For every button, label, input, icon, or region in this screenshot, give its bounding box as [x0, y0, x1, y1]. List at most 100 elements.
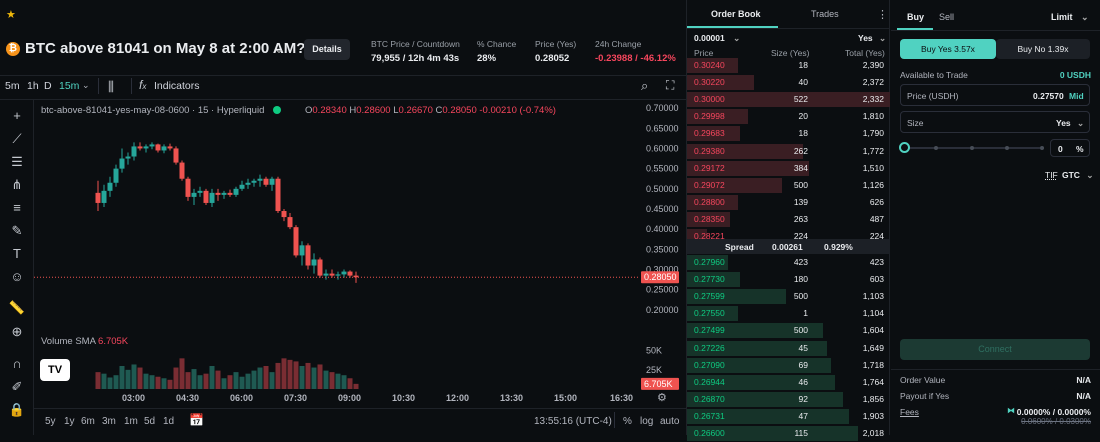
bid-row[interactable]: 0.27730 180 603	[687, 271, 890, 288]
fullscreen-icon[interactable]: ⛶	[666, 78, 675, 92]
size-unit-select[interactable]: Yes ⌄	[1056, 118, 1084, 129]
bid-row[interactable]: 0.26870 92 1,856	[687, 391, 890, 408]
chart-clock[interactable]: 13:55:16 (UTC-4)	[534, 416, 612, 427]
tab-trades[interactable]: Trades	[811, 9, 839, 19]
ask-row[interactable]: 0.29998 20 1,810	[687, 108, 890, 125]
volume-bar	[215, 370, 221, 389]
ask-row[interactable]: 0.29172 384 1,510	[687, 160, 890, 177]
range-3m[interactable]: 3m	[102, 416, 116, 427]
ask-row[interactable]: 0.28800 139 626	[687, 194, 890, 211]
range-5d[interactable]: 5d	[144, 416, 156, 427]
row-size: 92	[798, 393, 808, 404]
horizontal-lines-icon[interactable]: ☰	[11, 154, 23, 169]
volume-tick-label: 50K	[646, 346, 662, 356]
order-type-select[interactable]: Limit ⌄	[1051, 12, 1089, 23]
zoom-in-icon[interactable]: ⊕	[11, 324, 23, 339]
ask-row[interactable]: 0.30220 40 2,372	[687, 74, 890, 91]
stat-btc-price: BTC Price / Countdown 79,955 / 12h 4m 43…	[371, 39, 460, 64]
tab-sell[interactable]: Sell	[939, 12, 955, 22]
range-6m[interactable]: 6m	[81, 416, 95, 427]
lock-icon[interactable]: 🔒	[8, 402, 26, 417]
market-status-icon	[273, 106, 282, 115]
bid-row[interactable]: 0.26600 115 2,018	[687, 425, 890, 442]
trendline-icon[interactable]: ⟋	[12, 131, 22, 146]
ask-row[interactable]: 0.29072 500 1,126	[687, 177, 890, 194]
ask-row[interactable]: 0.29380 262 1,772	[687, 143, 890, 160]
size-unit-value: Yes	[1056, 118, 1071, 128]
ask-row[interactable]: 0.30240 18 2,390	[687, 57, 890, 74]
side-select[interactable]: Yes ⌄	[858, 33, 886, 44]
details-button[interactable]: Details	[304, 39, 350, 60]
tradingview-logo-icon[interactable]: TV	[40, 359, 70, 381]
row-size: 1	[803, 308, 808, 319]
size-input[interactable]	[900, 111, 1090, 133]
volume-bar	[119, 366, 125, 389]
volume-bar	[179, 358, 185, 389]
buy-no-button[interactable]: Buy No 1.39x	[996, 39, 1090, 59]
fib-icon[interactable]: ≡	[13, 200, 21, 215]
more-vertical-icon[interactable]: ⋮	[877, 9, 888, 21]
price-input[interactable]	[900, 84, 1090, 106]
calendar-icon[interactable]: 📅	[189, 413, 204, 427]
mid-button[interactable]: Mid	[1069, 91, 1084, 101]
row-price: 0.29072	[694, 179, 725, 190]
indicators-button[interactable]: Indicators	[154, 80, 200, 92]
interval-5m[interactable]: 5m	[5, 80, 20, 92]
brush-icon[interactable]: ✎	[11, 223, 23, 238]
tick-size-select[interactable]: 0.00001 ⌄	[694, 33, 740, 44]
ask-row[interactable]: 0.30000 522 2,332	[687, 91, 890, 108]
emoji-icon[interactable]: ☺	[10, 269, 24, 284]
bid-row[interactable]: 0.27499 500 1,604	[687, 322, 890, 339]
bid-row[interactable]: 0.27599 500 1,103	[687, 288, 890, 305]
bid-row[interactable]: 0.27090 69 1,718	[687, 357, 890, 374]
chevron-down-icon[interactable]: ⌄	[82, 80, 90, 90]
chevron-down-icon[interactable]: ⌄	[274, 42, 285, 56]
log-toggle[interactable]: log	[640, 416, 654, 427]
pencil-lock-icon[interactable]: ✐	[11, 379, 23, 394]
price-chart[interactable]: 0.70000 0.65000 0.60000 0.55000 0.50000 0.450…	[34, 100, 686, 408]
volume-bar	[227, 375, 233, 389]
buy-yes-button[interactable]: Buy Yes 3.57x	[900, 39, 996, 59]
auto-toggle[interactable]: auto	[660, 416, 680, 427]
range-1d[interactable]: 1d	[163, 416, 175, 427]
search-zoom-icon[interactable]: ⌕	[641, 78, 649, 93]
size-slider-track[interactable]	[904, 147, 1044, 149]
magnet-icon[interactable]: ∩	[12, 356, 22, 371]
bid-row[interactable]: 0.27550 1 1,104	[687, 305, 890, 322]
star-icon[interactable]: ★	[6, 9, 16, 21]
connect-button[interactable]: Connect	[900, 339, 1090, 360]
tif-select[interactable]: GTC ⌄	[1062, 170, 1093, 181]
volume-bar	[245, 373, 251, 389]
volume-bar	[209, 366, 215, 389]
range-1m[interactable]: 1m	[124, 416, 138, 427]
bid-row[interactable]: 0.27226 45 1,649	[687, 340, 890, 357]
interval-15m[interactable]: 15m	[59, 80, 80, 92]
tab-order-book[interactable]: Order Book	[711, 9, 761, 19]
depth-bar	[687, 340, 828, 356]
ask-row[interactable]: 0.28350 263 487	[687, 211, 890, 228]
ruler-icon[interactable]: 📏	[8, 300, 26, 315]
settings-gear-icon[interactable]: ⚙	[657, 392, 667, 404]
ask-row[interactable]: 0.29683 18 1,790	[687, 125, 890, 142]
bid-row[interactable]: 0.26944 46 1,764	[687, 374, 890, 391]
text-icon[interactable]: T	[13, 246, 21, 261]
depth-bar	[687, 357, 832, 373]
interval-d[interactable]: D	[44, 80, 52, 92]
candles-icon[interactable]: ⫼	[108, 79, 114, 94]
range-5y[interactable]: 5y	[45, 416, 56, 427]
crosshair-icon[interactable]: +	[13, 108, 21, 123]
bid-row[interactable]: 0.27960 423 423	[687, 254, 890, 271]
range-1y[interactable]: 1y	[64, 416, 75, 427]
volume-bar	[341, 375, 347, 389]
pitchfork-icon[interactable]: ⋔	[11, 177, 23, 192]
percent-toggle[interactable]: %	[623, 416, 632, 427]
percent-input-value: 0	[1058, 144, 1063, 154]
indicators-icon[interactable]: fx	[139, 78, 147, 92]
size-slider-handle[interactable]	[899, 142, 910, 153]
market-title[interactable]: BTC above 81041 on May 8 at 2:00 AM?	[25, 40, 306, 57]
interval-1h[interactable]: 1h	[27, 80, 39, 92]
tab-buy[interactable]: Buy	[907, 12, 925, 22]
bid-row[interactable]: 0.26731 47 1,903	[687, 408, 890, 425]
percent-input[interactable]	[1050, 139, 1090, 157]
chevron-down-icon: ⌄	[879, 33, 887, 43]
